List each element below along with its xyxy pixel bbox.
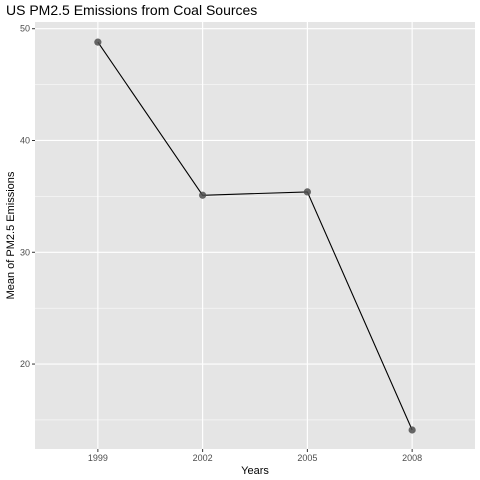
data-point — [303, 188, 311, 196]
x-tick-label: 1999 — [88, 453, 108, 463]
y-tick-label: 20 — [20, 359, 30, 369]
data-point — [408, 426, 416, 434]
y-tick-label: 40 — [20, 135, 30, 145]
data-point — [199, 191, 207, 199]
x-tick-label: 2002 — [193, 453, 213, 463]
panel-background — [35, 22, 475, 449]
series-line — [97, 41, 413, 431]
y-tick-label: 50 — [20, 24, 30, 34]
y-axis-label: Mean of PM2.5 Emissions — [5, 171, 17, 299]
y-tick-label: 30 — [20, 247, 30, 257]
x-tick-label: 2005 — [297, 453, 317, 463]
data-point — [94, 38, 102, 46]
x-axis-label: Years — [241, 465, 269, 477]
x-tick-label: 2008 — [402, 453, 422, 463]
chart-title: US PM2.5 Emissions from Coal Sources — [6, 2, 258, 18]
